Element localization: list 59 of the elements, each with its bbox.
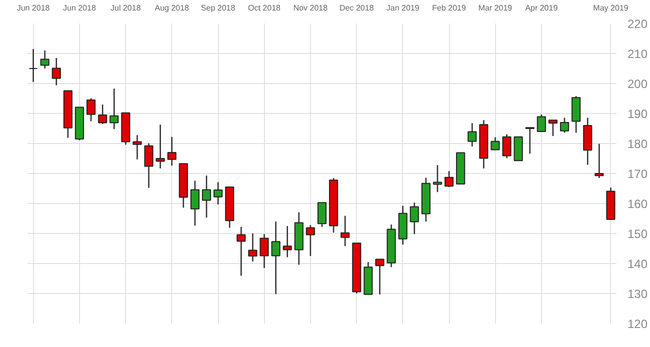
x-tick-label: Nov 2018 [293,4,328,12]
candlestick [432,164,442,193]
candlestick [156,124,165,170]
candlestick [98,104,108,125]
y-tick-label: 160 [628,197,648,211]
candlestick [375,258,384,296]
candlestick [40,50,50,70]
y-tick-label: 200 [628,77,648,91]
candlestick [248,232,258,262]
x-tick-label: Feb 2019 [432,4,466,12]
y-tick-label: 170 [628,167,648,181]
y-tick-label: 190 [628,107,648,121]
candlestick [214,182,223,206]
y-tick-label: 220 [628,17,648,31]
y-tick-label: 180 [628,137,648,151]
candlestick [536,114,546,132]
candlestick [144,142,154,189]
candlestick [28,48,38,83]
x-tick-label: May 2019 [593,4,629,12]
x-tick-label: Jan 2019 [386,4,420,12]
x-tick-label: Mar 2019 [478,4,513,12]
candlestick [444,170,454,188]
candlestick [260,233,269,269]
candlestick [190,180,200,226]
candlestick [502,134,512,159]
candlestick [525,126,534,154]
candlestick [271,220,280,295]
candlestick [202,174,212,218]
candlestick [514,136,523,162]
y-tick-label: 150 [628,227,648,241]
x-tick-label: Jun 2018 [16,4,50,12]
x-tick-label: Apr 2019 [525,4,558,12]
x-tick-label: Sep 2018 [200,4,236,12]
candlestick [317,202,327,228]
y-tick-label: 210 [628,47,648,61]
candlestick [572,95,581,134]
candlestick [86,98,96,122]
candlestick [110,88,119,130]
candlestick [236,226,246,276]
x-tick-label: Jul 2018 [110,4,142,12]
x-tick-label: Jun 2018 [63,4,96,12]
candlestick [340,215,350,247]
candlestick [548,119,558,137]
x-tick-label: Aug 2018 [154,4,190,12]
candlestick [560,117,570,134]
y-tick-label: 140 [628,257,648,271]
candlestick [132,134,142,160]
candlestick [410,202,419,235]
candlestick [490,136,500,150]
candlestick [167,136,176,166]
candlestick [594,143,604,179]
candlestick [52,57,61,86]
candlestick [468,122,477,148]
y-tick-label: 120 [628,317,648,331]
x-tick-label: Dec 2018 [340,4,374,12]
x-tick-label: Oct 2018 [248,4,282,12]
y-tick-label: 130 [628,287,648,301]
candlestick [282,225,292,258]
candlestick [306,224,315,257]
